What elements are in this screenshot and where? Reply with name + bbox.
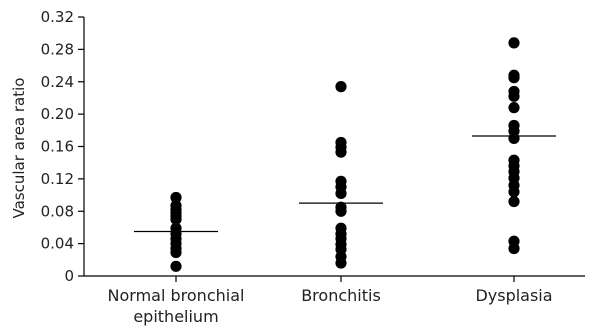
axes: 0 0.04 0.08 0.12 0.16 0.20 0.24 0.28 0.32 Normal … (41, 8, 585, 326)
y-tick-label: 0.04 (41, 235, 74, 253)
y-tick-label: 0.16 (41, 138, 74, 156)
x-category-label: Bronchitis (301, 286, 381, 305)
x-category-label: Dysplasia (475, 286, 552, 305)
data-point (508, 37, 520, 49)
y-tick-label: 0.12 (41, 170, 74, 188)
x-category-label: Normal bronchial epithelium (108, 286, 245, 326)
data-point (508, 242, 520, 255)
y-axis-title: Vascular area ratio (10, 78, 28, 219)
x-category-label-line: epithelium (133, 307, 218, 326)
data-point (170, 191, 182, 204)
data-point (170, 260, 182, 272)
y-tick-label: 0.24 (41, 73, 74, 91)
data-point (335, 257, 347, 269)
data-point (170, 246, 182, 259)
x-category-label-line: Normal bronchial (108, 286, 245, 305)
x-category-label-line: Bronchitis (301, 286, 381, 305)
y-tick-label: 0.20 (41, 105, 74, 123)
data-point (508, 102, 520, 114)
data-point (335, 205, 347, 217)
data-point (508, 90, 520, 102)
data-point (508, 132, 520, 145)
data-point (335, 81, 347, 93)
data-point (508, 186, 520, 198)
data-point (508, 72, 520, 84)
y-tick-label: 0.28 (41, 40, 74, 58)
data-point (508, 195, 520, 208)
data-point (335, 146, 347, 158)
x-category-label-line: Dysplasia (475, 286, 552, 305)
y-tick-label: 0 (64, 267, 74, 285)
data-point (335, 187, 347, 200)
data-point (170, 213, 182, 225)
y-tick-label: 0.08 (41, 202, 74, 220)
data-marks (134, 37, 556, 272)
y-tick-label: 0.32 (41, 8, 74, 26)
